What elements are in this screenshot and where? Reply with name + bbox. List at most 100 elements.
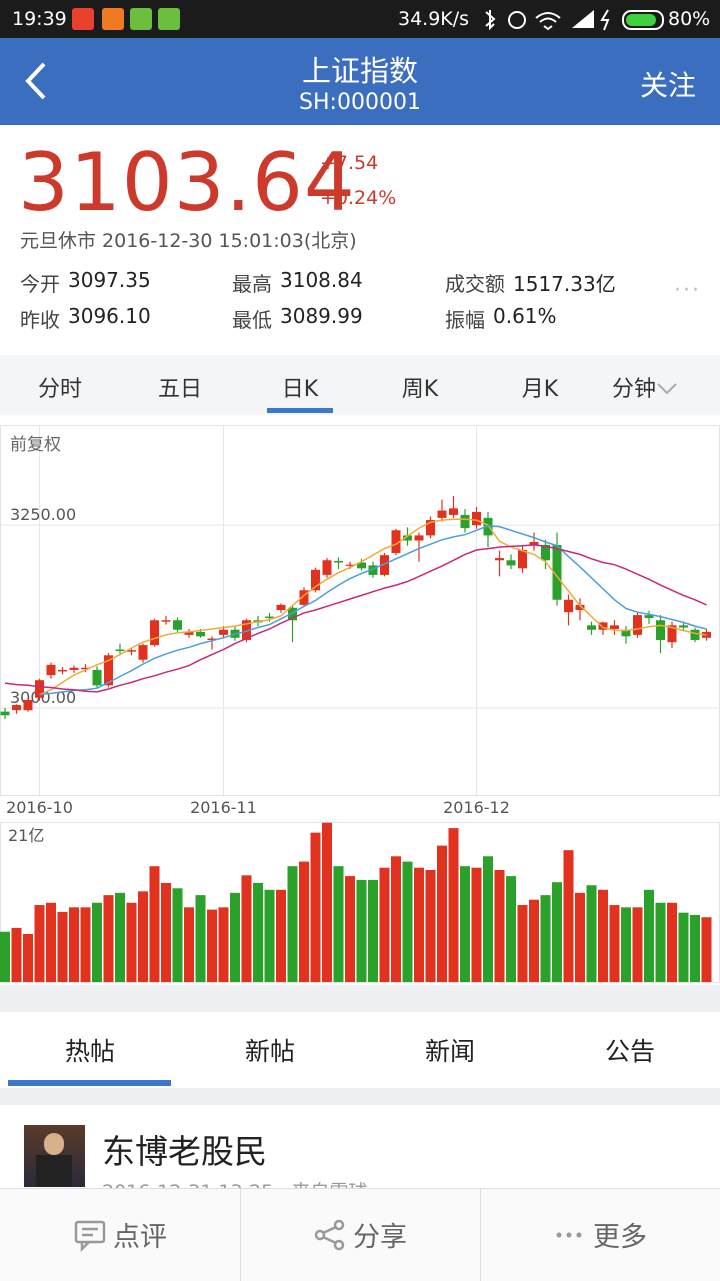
moving-average-line	[4, 544, 707, 693]
candle-body	[460, 514, 470, 529]
candle-body	[587, 625, 596, 630]
volume-bar	[138, 891, 148, 982]
app-icon	[130, 8, 152, 30]
volume-bar	[322, 822, 332, 982]
net-speed: 34.9K/s	[398, 8, 470, 30]
icon	[556, 1232, 582, 1237]
post-tab[interactable]: 新帖	[244, 1037, 295, 1066]
volume-bar	[299, 861, 309, 982]
volume-bar	[287, 866, 298, 982]
stat-label: 成交额	[445, 272, 505, 296]
follow-button[interactable]: 关注	[640, 69, 697, 102]
post-tab[interactable]: 公告	[604, 1037, 655, 1066]
bottom-action[interactable]: 更多	[480, 1215, 720, 1254]
volume-bar	[115, 892, 125, 982]
candle-body	[173, 620, 182, 630]
volume-bar	[678, 912, 689, 982]
volume-bar	[540, 895, 551, 982]
bottom-bar: 点评 分享 更多	[0, 1188, 720, 1281]
candle-body	[299, 590, 309, 605]
tab-indicator	[267, 408, 333, 413]
change-pct: +0.24%	[320, 187, 397, 209]
stat-value: 1517.33亿	[513, 272, 616, 296]
volume-bar	[207, 909, 217, 982]
separator	[480, 1189, 481, 1281]
volume-bar	[195, 895, 206, 982]
volume-bar	[11, 927, 22, 982]
period-tab[interactable]: 分时	[37, 377, 82, 402]
post-tabs: 热帖 新帖 新闻 公告	[0, 1012, 720, 1088]
stat-label: 昨收	[20, 308, 60, 332]
volume-bar	[161, 882, 171, 982]
post[interactable]: 东博老股民 2016-12-31 13:25 · 来自雪球	[0, 1105, 720, 1188]
candle-body	[150, 620, 159, 646]
period-tab[interactable]: 日K	[281, 377, 319, 402]
candle-body	[529, 541, 539, 545]
volume-bar	[494, 870, 505, 982]
candle-body	[92, 669, 102, 686]
volume-bar	[644, 889, 654, 982]
battery-level: 80%	[668, 8, 711, 30]
period-tab[interactable]: 月K	[521, 377, 559, 402]
volume-bar	[552, 882, 562, 982]
tab-label: 分钟	[611, 377, 656, 402]
candle-body	[679, 625, 688, 628]
header: 上证指数 SH:000001 关注	[0, 38, 720, 125]
post-meta: 2016-12-31 13:25 · 来自雪球	[102, 1177, 367, 1188]
moving-average-line	[39, 525, 707, 696]
candle-body	[391, 530, 401, 553]
candle-body	[449, 508, 458, 515]
candle-body	[138, 645, 148, 660]
candle-body	[265, 616, 274, 619]
candle-body	[575, 604, 585, 610]
volume-bar	[379, 867, 390, 982]
volume-bar	[483, 856, 493, 982]
status-icons	[485, 9, 610, 31]
volume-bar	[23, 934, 33, 982]
stat-label: 最高	[232, 272, 272, 296]
icon	[74, 1220, 106, 1252]
app-icon	[158, 8, 180, 30]
volume-bar	[391, 856, 401, 982]
divider	[0, 1088, 720, 1105]
volume-bar	[276, 889, 286, 982]
period-tab[interactable]: 分钟	[585, 371, 705, 403]
candle-body	[242, 620, 251, 640]
action-label: 点评	[113, 1222, 167, 1253]
volume-bar	[368, 879, 378, 982]
app-icon	[102, 8, 124, 30]
volume-bar	[655, 902, 666, 982]
bottom-action[interactable]: 分享	[240, 1215, 480, 1254]
volume-bar	[414, 867, 424, 982]
volume-bar	[517, 905, 528, 982]
period-tab[interactable]: 五日	[157, 377, 202, 402]
chevron	[657, 383, 677, 395]
period-tabs: 分时 五日 日K 周K 月K 分钟	[0, 355, 720, 415]
adjustment-label: 前复权	[10, 435, 61, 455]
candle-body	[541, 544, 550, 561]
post-tab[interactable]: 新闻	[424, 1037, 475, 1066]
volume-bar	[460, 866, 470, 982]
market-status: 元旦休市 2016-12-30 15:01:03(北京)	[20, 230, 357, 252]
volume-bar	[184, 907, 194, 982]
candle-body	[414, 535, 424, 541]
back-button[interactable]	[20, 60, 52, 102]
volume-bar	[425, 870, 436, 982]
volume-bar	[402, 861, 413, 982]
candle-body	[127, 650, 136, 652]
candle-body	[161, 620, 171, 622]
bottom-action[interactable]: 点评	[0, 1215, 240, 1254]
more-dots[interactable]: ···	[674, 278, 701, 303]
volume-bar	[598, 889, 608, 982]
volume-bar	[667, 902, 677, 982]
volume-bar	[609, 905, 620, 982]
period-tab[interactable]: 周K	[401, 377, 439, 402]
candle-body	[115, 649, 125, 651]
post-tab[interactable]: 热帖	[64, 1037, 115, 1066]
candle-body	[633, 615, 642, 635]
candle-body	[184, 631, 194, 635]
volume-bar	[701, 917, 712, 982]
stat-value: 0.61%	[493, 304, 557, 328]
stat-value: 3108.84	[280, 268, 363, 292]
